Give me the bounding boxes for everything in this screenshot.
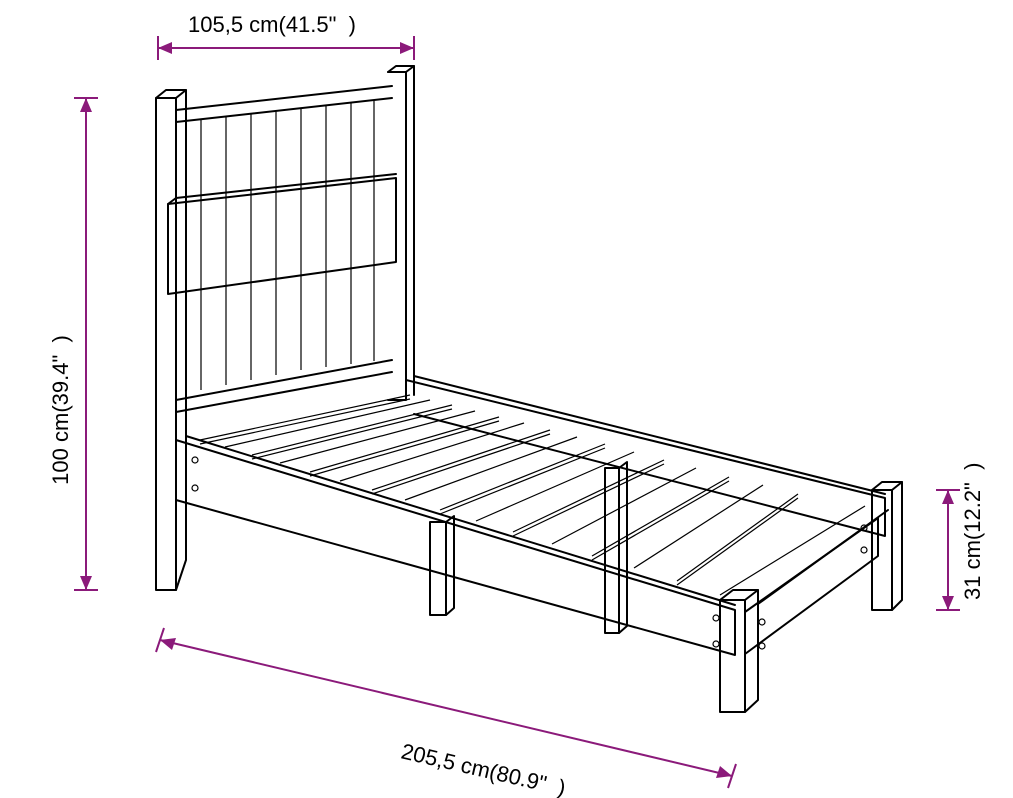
dimension-foot-height-label: 31 cm(12.2" ) bbox=[960, 463, 985, 600]
dimension-height bbox=[74, 98, 98, 590]
foot-left-post bbox=[720, 590, 758, 712]
foot-right-post bbox=[872, 482, 902, 610]
dimension-length-label: 205,5 cm(80.9" ) bbox=[399, 739, 568, 798]
dimension-height-label: 100 cm(39.4" ) bbox=[48, 335, 73, 485]
dimension-width bbox=[158, 36, 414, 60]
left-side-rail bbox=[176, 436, 735, 655]
bed-slats bbox=[200, 395, 865, 595]
dimension-width-label: 105,5 cm(41.5" ) bbox=[188, 12, 356, 37]
right-side-rail bbox=[406, 376, 885, 536]
headboard-right-post bbox=[388, 66, 414, 400]
headboard-slats bbox=[168, 86, 396, 412]
dimension-foot-height bbox=[936, 490, 960, 610]
headboard-left-post bbox=[156, 90, 186, 590]
